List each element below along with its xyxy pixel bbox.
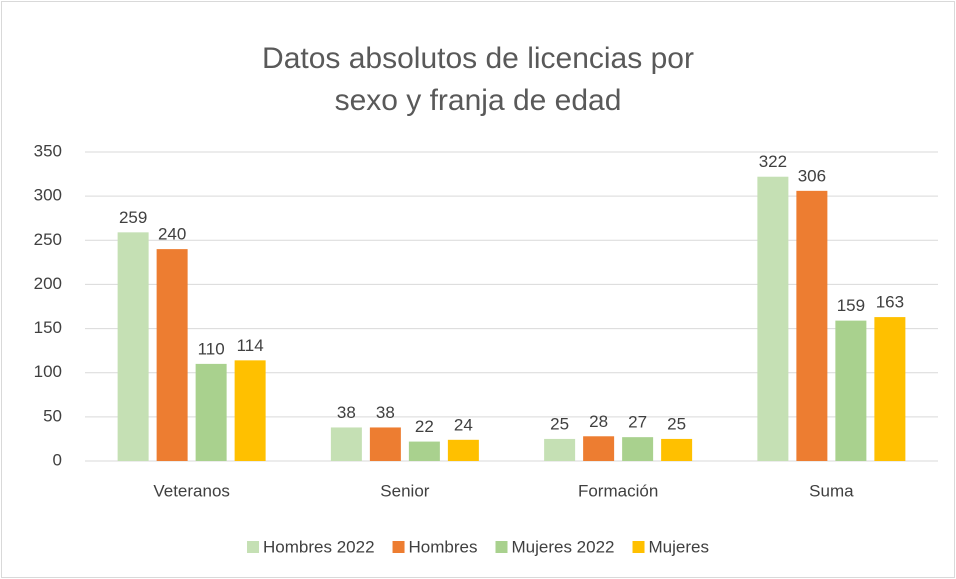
bar	[544, 438, 576, 461]
bar	[234, 360, 266, 461]
bar	[117, 232, 149, 461]
legend-swatch	[632, 541, 645, 553]
legend-swatch	[392, 541, 405, 553]
y-tick-label: 100	[34, 362, 62, 381]
data-label: 28	[589, 412, 608, 431]
x-tick-label: Senior	[380, 481, 429, 500]
bar	[757, 176, 789, 461]
data-label: 110	[198, 339, 225, 358]
bar	[330, 427, 362, 461]
data-label: 240	[158, 225, 186, 244]
bar	[583, 436, 615, 461]
legend-label: Hombres	[409, 537, 478, 556]
legend-label: Mujeres 2022	[512, 537, 615, 556]
data-label: 114	[237, 336, 264, 355]
bar	[408, 441, 440, 461]
bar	[622, 437, 654, 461]
x-tick-label: Suma	[809, 481, 854, 500]
data-label: 159	[837, 296, 865, 315]
chart-title: Datos absolutos de licencias por sexo y …	[262, 42, 694, 117]
data-label: 38	[376, 403, 395, 422]
data-label: 25	[550, 414, 569, 433]
data-label: 259	[119, 208, 147, 227]
data-label: 22	[415, 417, 434, 436]
legend-label: Hombres 2022	[263, 537, 375, 556]
y-tick-label: 150	[34, 318, 62, 337]
data-label: 163	[876, 293, 904, 312]
y-tick-label: 200	[34, 274, 62, 293]
legend-label: Mujeres	[649, 537, 709, 556]
bar	[874, 317, 906, 461]
y-tick-label: 50	[43, 406, 62, 425]
y-tick-label: 300	[34, 186, 62, 205]
legend-swatch	[495, 541, 508, 553]
y-tick-label: 250	[34, 230, 62, 249]
data-label: 24	[454, 415, 473, 434]
bar	[447, 439, 479, 461]
data-label: 25	[667, 414, 686, 433]
legend-swatch	[247, 541, 260, 553]
data-label: 322	[759, 152, 787, 171]
bar	[195, 363, 227, 461]
bar	[796, 190, 828, 462]
data-label: 306	[798, 166, 826, 185]
y-tick-label: 0	[53, 450, 62, 469]
bar	[835, 320, 867, 461]
bar	[156, 249, 188, 461]
y-tick-label: 350	[34, 141, 62, 160]
x-tick-label: Veteranos	[153, 481, 230, 500]
x-tick-label: Formación	[578, 481, 658, 500]
bar	[661, 438, 693, 461]
data-label: 38	[337, 403, 356, 422]
data-label: 27	[628, 413, 647, 432]
bar	[369, 427, 401, 461]
